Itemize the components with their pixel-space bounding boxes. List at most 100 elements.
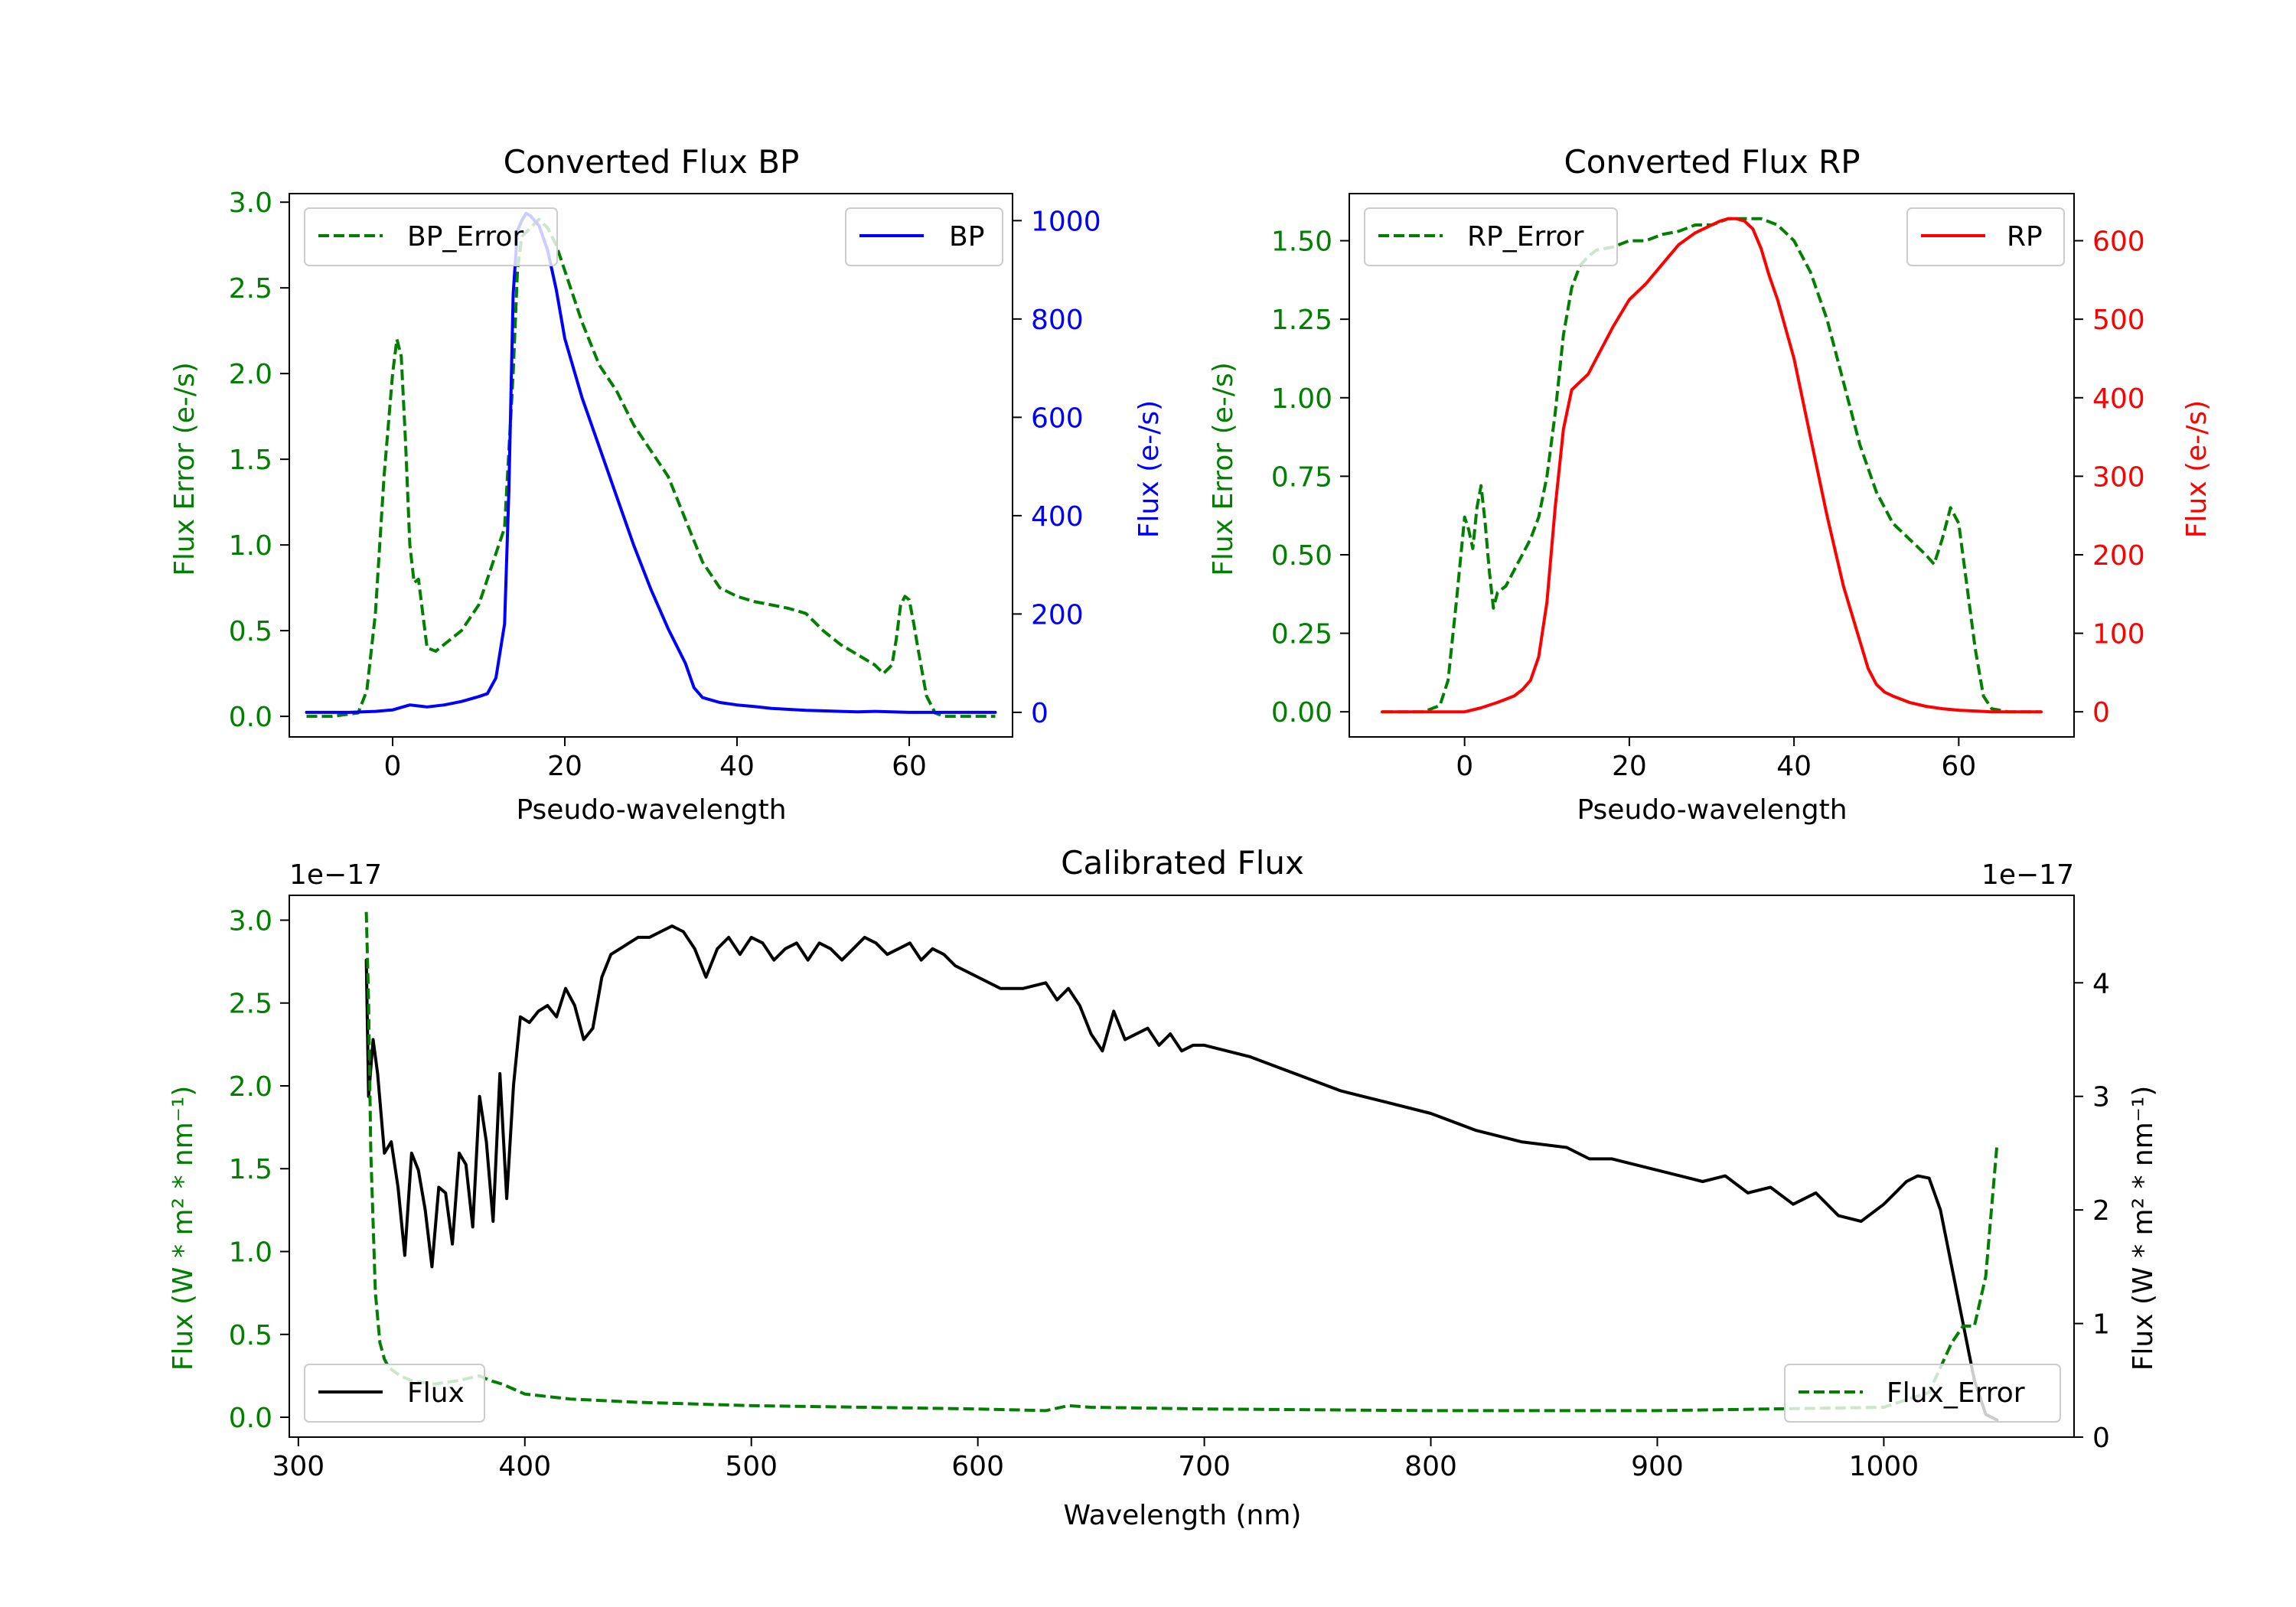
rp-y-right-tick-label-2: 200 (2092, 540, 2145, 572)
bp-x-tick-label-1: 20 (547, 751, 582, 782)
rp-legend-right: RP (1906, 207, 2065, 266)
bp-y-right-label: Flux (e-/s) (1133, 400, 1165, 538)
bp-panel: Converted Flux BP Pseudo-wavelength Flux… (169, 143, 1165, 826)
rp-panel: Converted Flux RP Pseudo-wavelength Flux… (1208, 143, 2213, 826)
bp-x-label: Pseudo-wavelength (516, 794, 786, 826)
rp-plot-frame (1349, 193, 2075, 738)
rp-legend-left: RP_Error (1364, 207, 1618, 266)
cal-legend-right: Flux_Error (1784, 1364, 2061, 1423)
bp-legend-error-label: BP_Error (407, 221, 523, 253)
bp-y-right-tick-label-4: 800 (1031, 305, 1084, 336)
rp-y-right-tick-label-0: 0 (2092, 697, 2110, 729)
bp-y-left-tick-label-3: 1.5 (229, 445, 272, 476)
cal-y-right-tick-label-2: 2 (2092, 1195, 2110, 1227)
rp-y-left-tick-label-0: 0.00 (1271, 697, 1332, 729)
bp-series-bp-line (305, 211, 997, 714)
rp-legend-error-label: RP_Error (1467, 221, 1584, 253)
cal-panel: Calibrated Flux 1e−17 1e−17 Wavelength (… (168, 844, 2159, 1531)
rp-y-right-ticks: 0 100 200 300 400 500 600 (2074, 227, 2145, 729)
bp-y-left-label: Flux Error (e-/s) (169, 362, 201, 576)
bp-plot-frame (289, 193, 1013, 738)
rp-y-right-tick-label-4: 400 (2092, 383, 2145, 415)
rp-y-left-tick-label-1: 0.25 (1271, 619, 1332, 650)
rp-x-tick-label-2: 40 (1776, 751, 1812, 782)
rp-y-left-label: Flux Error (e-/s) (1208, 362, 1239, 576)
bp-y-right-ticks: 0 200 400 600 800 1000 (1013, 206, 1101, 729)
bp-legend-left: BP_Error (304, 207, 558, 266)
rp-x-ticks: 0 20 40 60 (1456, 737, 1976, 782)
rp-y-right-tick-label-5: 500 (2092, 305, 2145, 336)
rp-x-tick-label-0: 0 (1456, 751, 1473, 782)
cal-y-right-ticks: 0 1 2 3 4 (2074, 968, 2110, 1454)
cal-offset-right: 1e−17 (1981, 859, 2074, 891)
rp-series (1381, 217, 2043, 714)
rp-x-label: Pseudo-wavelength (1577, 794, 1847, 826)
rp-series-rp-error-line (1382, 217, 2041, 714)
cal-y-right-tick-label-3: 3 (2092, 1082, 2110, 1113)
bp-y-left-tick-label-6: 3.0 (229, 187, 272, 219)
cal-y-right-tick-label-4: 4 (2092, 968, 2110, 999)
bp-y-right-tick-label-5: 1000 (1031, 206, 1101, 237)
bp-legend-flux-label: BP (949, 221, 984, 253)
bp-legend-right: BP (845, 207, 1003, 266)
cal-x-tick-label-7: 1000 (1849, 1451, 1919, 1482)
rp-x-tick-label-1: 20 (1612, 751, 1647, 782)
cal-series-flux-line (364, 924, 1999, 1422)
bp-series-bp-error-line (306, 217, 996, 719)
bp-y-left-ticks: 0.0 0.5 1.0 1.5 2.0 2.5 3.0 (229, 187, 289, 733)
bp-y-left-tick-label-4: 2.0 (229, 359, 272, 390)
cal-offset-left: 1e−17 (289, 859, 382, 891)
rp-x-tick-label-3: 60 (1941, 751, 1976, 782)
rp-y-right-tick-label-3: 300 (2092, 461, 2145, 493)
bp-y-left-tick-label-1: 0.5 (229, 616, 272, 647)
cal-x-tick-label-5: 800 (1404, 1451, 1457, 1482)
rp-y-right-label: Flux (e-/s) (2181, 400, 2213, 538)
bp-y-left-tick-label-0: 0.0 (229, 702, 272, 733)
cal-y-left-tick-label-3: 1.5 (229, 1154, 272, 1185)
cal-x-tick-label-1: 400 (498, 1451, 551, 1482)
rp-series-rp-line (1381, 217, 2043, 714)
cal-y-left-tick-label-5: 2.5 (229, 989, 272, 1020)
rp-y-left-ticks: 0.00 0.25 0.50 0.75 1.00 1.25 1.50 (1271, 227, 1349, 729)
rp-y-right-tick-label-1: 100 (2092, 619, 2145, 650)
bp-y-right-tick-label-2: 400 (1031, 501, 1084, 533)
bp-x-tick-label-3: 60 (892, 751, 927, 782)
cal-x-ticks: 300 400 500 600 700 800 900 1000 (272, 1437, 1919, 1482)
bp-title: Converted Flux BP (504, 143, 800, 181)
cal-x-label: Wavelength (nm) (1064, 1500, 1302, 1531)
cal-y-left-tick-label-6: 3.0 (229, 905, 272, 937)
cal-legend-left: Flux (304, 1364, 485, 1423)
cal-title: Calibrated Flux (1061, 844, 1304, 882)
rp-y-left-tick-label-2: 0.50 (1271, 540, 1332, 572)
cal-y-right-tick-label-1: 1 (2092, 1309, 2110, 1341)
rp-y-left-tick-label-6: 1.50 (1271, 227, 1332, 258)
cal-y-left-tick-label-0: 0.0 (229, 1403, 272, 1434)
bp-x-ticks: 0 20 40 60 (384, 737, 927, 782)
rp-y-right-tick-label-6: 600 (2092, 227, 2145, 258)
cal-x-tick-label-2: 500 (725, 1451, 778, 1482)
cal-x-tick-label-6: 900 (1631, 1451, 1684, 1482)
bp-y-left-tick-label-5: 2.5 (229, 273, 272, 305)
cal-y-left-label: Flux (W * m² * nm⁻¹) (168, 1086, 199, 1371)
cal-x-tick-label-4: 700 (1178, 1451, 1231, 1482)
cal-x-tick-label-3: 600 (951, 1451, 1004, 1482)
rp-title: Converted Flux RP (1564, 143, 1860, 181)
rp-y-left-tick-label-5: 1.25 (1271, 305, 1332, 336)
cal-x-tick-label-0: 300 (272, 1451, 325, 1482)
bp-x-tick-label-2: 40 (719, 751, 755, 782)
cal-y-left-tick-label-4: 2.0 (229, 1071, 272, 1103)
bp-y-right-tick-label-3: 600 (1031, 403, 1084, 434)
rp-y-left-tick-label-4: 1.00 (1271, 383, 1332, 415)
bp-x-tick-label-0: 0 (384, 751, 402, 782)
bp-y-left-tick-label-2: 1.0 (229, 530, 272, 562)
cal-y-left-ticks: 0.0 0.5 1.0 1.5 2.0 2.5 3.0 (229, 905, 289, 1434)
cal-plot-frame (289, 895, 2075, 1438)
bp-y-right-tick-label-0: 0 (1031, 698, 1049, 729)
rp-legend-flux-label: RP (2007, 221, 2043, 253)
cal-y-left-tick-label-1: 0.5 (229, 1320, 272, 1351)
rp-y-left-tick-label-3: 0.75 (1271, 461, 1332, 493)
cal-legend-flux-label: Flux (407, 1377, 465, 1409)
bp-y-right-tick-label-1: 200 (1031, 599, 1084, 631)
cal-y-left-tick-label-2: 1.0 (229, 1237, 272, 1269)
